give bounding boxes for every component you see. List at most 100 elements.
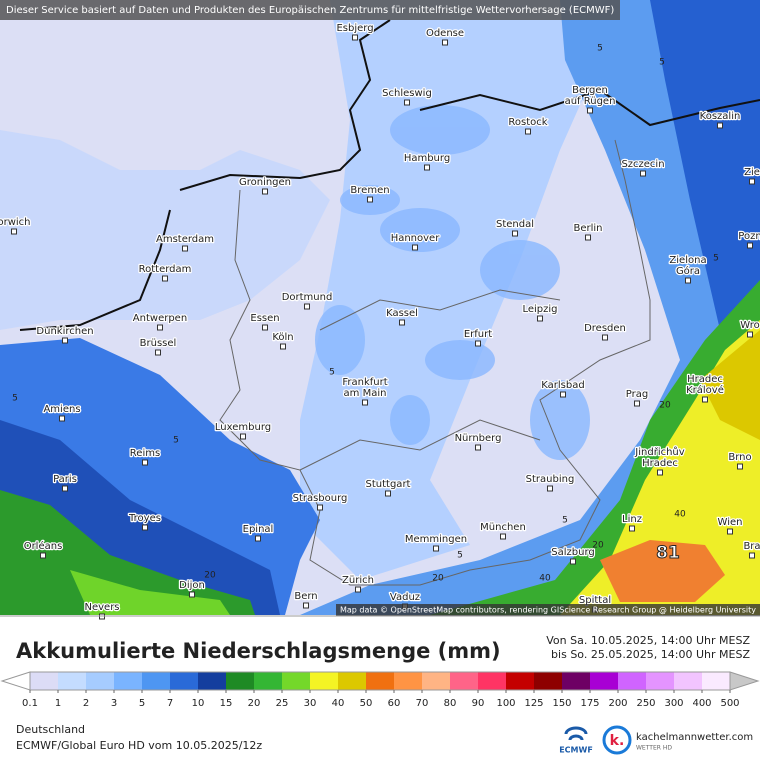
city-dot — [634, 400, 640, 407]
city-name: Reims — [130, 448, 160, 459]
legend-tick-label: 10 — [192, 698, 205, 709]
city-dot — [640, 170, 646, 177]
legend-tick-label: 100 — [496, 698, 515, 709]
ecmwf-logo: ECMWF — [559, 726, 593, 755]
city-dot — [629, 525, 635, 532]
legend: 0.1 1 2 3 5 7 10 15 20 25 30 40 50 60 70 80 90 100 125 150 1… — [0, 671, 760, 709]
city-name: Nürnberg — [455, 433, 502, 444]
city-name: Odense — [426, 28, 464, 39]
city-dot — [424, 164, 430, 171]
legend-swatch — [310, 672, 338, 690]
contour-label: 20 — [432, 574, 444, 584]
site-name[interactable]: kachelmannwetter.com — [636, 732, 753, 743]
contour-label: 20 — [204, 571, 216, 581]
legend-tick-label: 400 — [692, 698, 711, 709]
city-name: am Main — [344, 388, 387, 399]
city-name: Essen — [250, 313, 279, 324]
city-dot — [142, 524, 148, 531]
contour-label: 5 — [457, 551, 463, 561]
legend-swatch — [282, 672, 310, 690]
legend-swatch — [198, 672, 226, 690]
city-dot — [385, 490, 391, 497]
city-name: Spittal — [579, 595, 611, 606]
city-dot — [399, 319, 405, 326]
title: Akkumulierte Niederschlagsmenge (mm) — [16, 639, 501, 663]
city-name: Kassel — [386, 308, 418, 319]
legend-tick-label: 40 — [332, 698, 345, 709]
contour-label: 5 — [597, 44, 603, 54]
legend-swatch — [114, 672, 142, 690]
contour-label: 5 — [329, 368, 335, 378]
city-dot — [142, 459, 148, 466]
city-name: Epinal — [243, 524, 274, 535]
city-name: Pozn — [738, 231, 760, 242]
city-name: Bern — [294, 591, 317, 602]
city-dot — [404, 99, 410, 106]
city-dot — [59, 415, 65, 422]
city-name: Vaduz — [390, 592, 420, 603]
city-name: Orléans — [24, 540, 63, 552]
city-dot — [303, 602, 309, 609]
city-dot — [182, 245, 188, 252]
city-dot — [657, 469, 663, 476]
legend-swatch — [562, 672, 590, 690]
city-dot — [62, 485, 68, 492]
city-dot — [317, 504, 323, 511]
attribution-bg — [336, 604, 760, 616]
legend-tick-label: 80 — [444, 698, 457, 709]
period-from: Von Sa. 10.05.2025, 14:00 Uhr MESZ — [546, 634, 750, 647]
city-name: auf Rügen — [565, 96, 616, 107]
city-dot — [702, 396, 708, 403]
attribution: Map data © OpenStreetMap contributors, r… — [340, 606, 756, 615]
legend-tick-label: 125 — [524, 698, 543, 709]
svg-text:k.: k. — [610, 733, 625, 749]
legend-tick-label: 60 — [388, 698, 401, 709]
city-dot — [280, 343, 286, 350]
city-dot — [737, 463, 743, 470]
legend-swatch — [226, 672, 254, 690]
city-name: Leipzig — [522, 304, 557, 315]
legend-swatch — [142, 672, 170, 690]
city-name: Stendal — [496, 219, 534, 230]
city-dot — [525, 128, 531, 135]
legend-frame — [29, 671, 731, 691]
legend-tick-label: 200 — [608, 698, 627, 709]
city-dot — [512, 230, 518, 237]
city-name: Esbjerg — [336, 23, 373, 34]
city-dot — [500, 533, 506, 540]
city-name: Paris — [53, 474, 77, 485]
city-name: Rostock — [508, 117, 547, 128]
region: Deutschland — [16, 723, 85, 736]
map — [0, 0, 760, 615]
legend-under — [0, 671, 31, 691]
city-name: Wien — [718, 517, 743, 528]
city-dot — [155, 349, 161, 356]
period-to: bis So. 25.05.2025, 14:00 Uhr MESZ — [551, 648, 750, 661]
site-logo[interactable]: k. kachelmannwetter.com WETTER HD — [602, 725, 753, 755]
city-dot — [560, 391, 566, 398]
city-dot — [570, 558, 576, 565]
city-dot — [157, 324, 163, 331]
contour-labels: 5 5 5 5 5 5 5 5 20 20 20 20 40 40 81 — [12, 44, 719, 584]
city-dot — [547, 485, 553, 492]
city-name: Hradec — [642, 458, 678, 469]
city-name: Schleswig — [382, 88, 432, 99]
city-dot — [11, 228, 17, 235]
city-dot — [189, 591, 195, 598]
legend-swatch — [170, 672, 198, 690]
city-name: Nevers — [84, 602, 119, 613]
legend-swatch — [646, 672, 674, 690]
legend-swatch — [394, 672, 422, 690]
city-dot — [585, 234, 591, 241]
site-sub: WETTER HD — [636, 745, 672, 752]
city-name: Berlin — [573, 223, 602, 234]
contour-label: 5 — [562, 516, 568, 526]
city-name: Králové — [686, 384, 724, 396]
contour-label: 5 — [173, 436, 179, 446]
banner: Dieser Service basiert auf Daten und Pro… — [6, 5, 614, 16]
city-name: Salzburg — [551, 547, 594, 558]
legend-swatch — [702, 672, 730, 690]
